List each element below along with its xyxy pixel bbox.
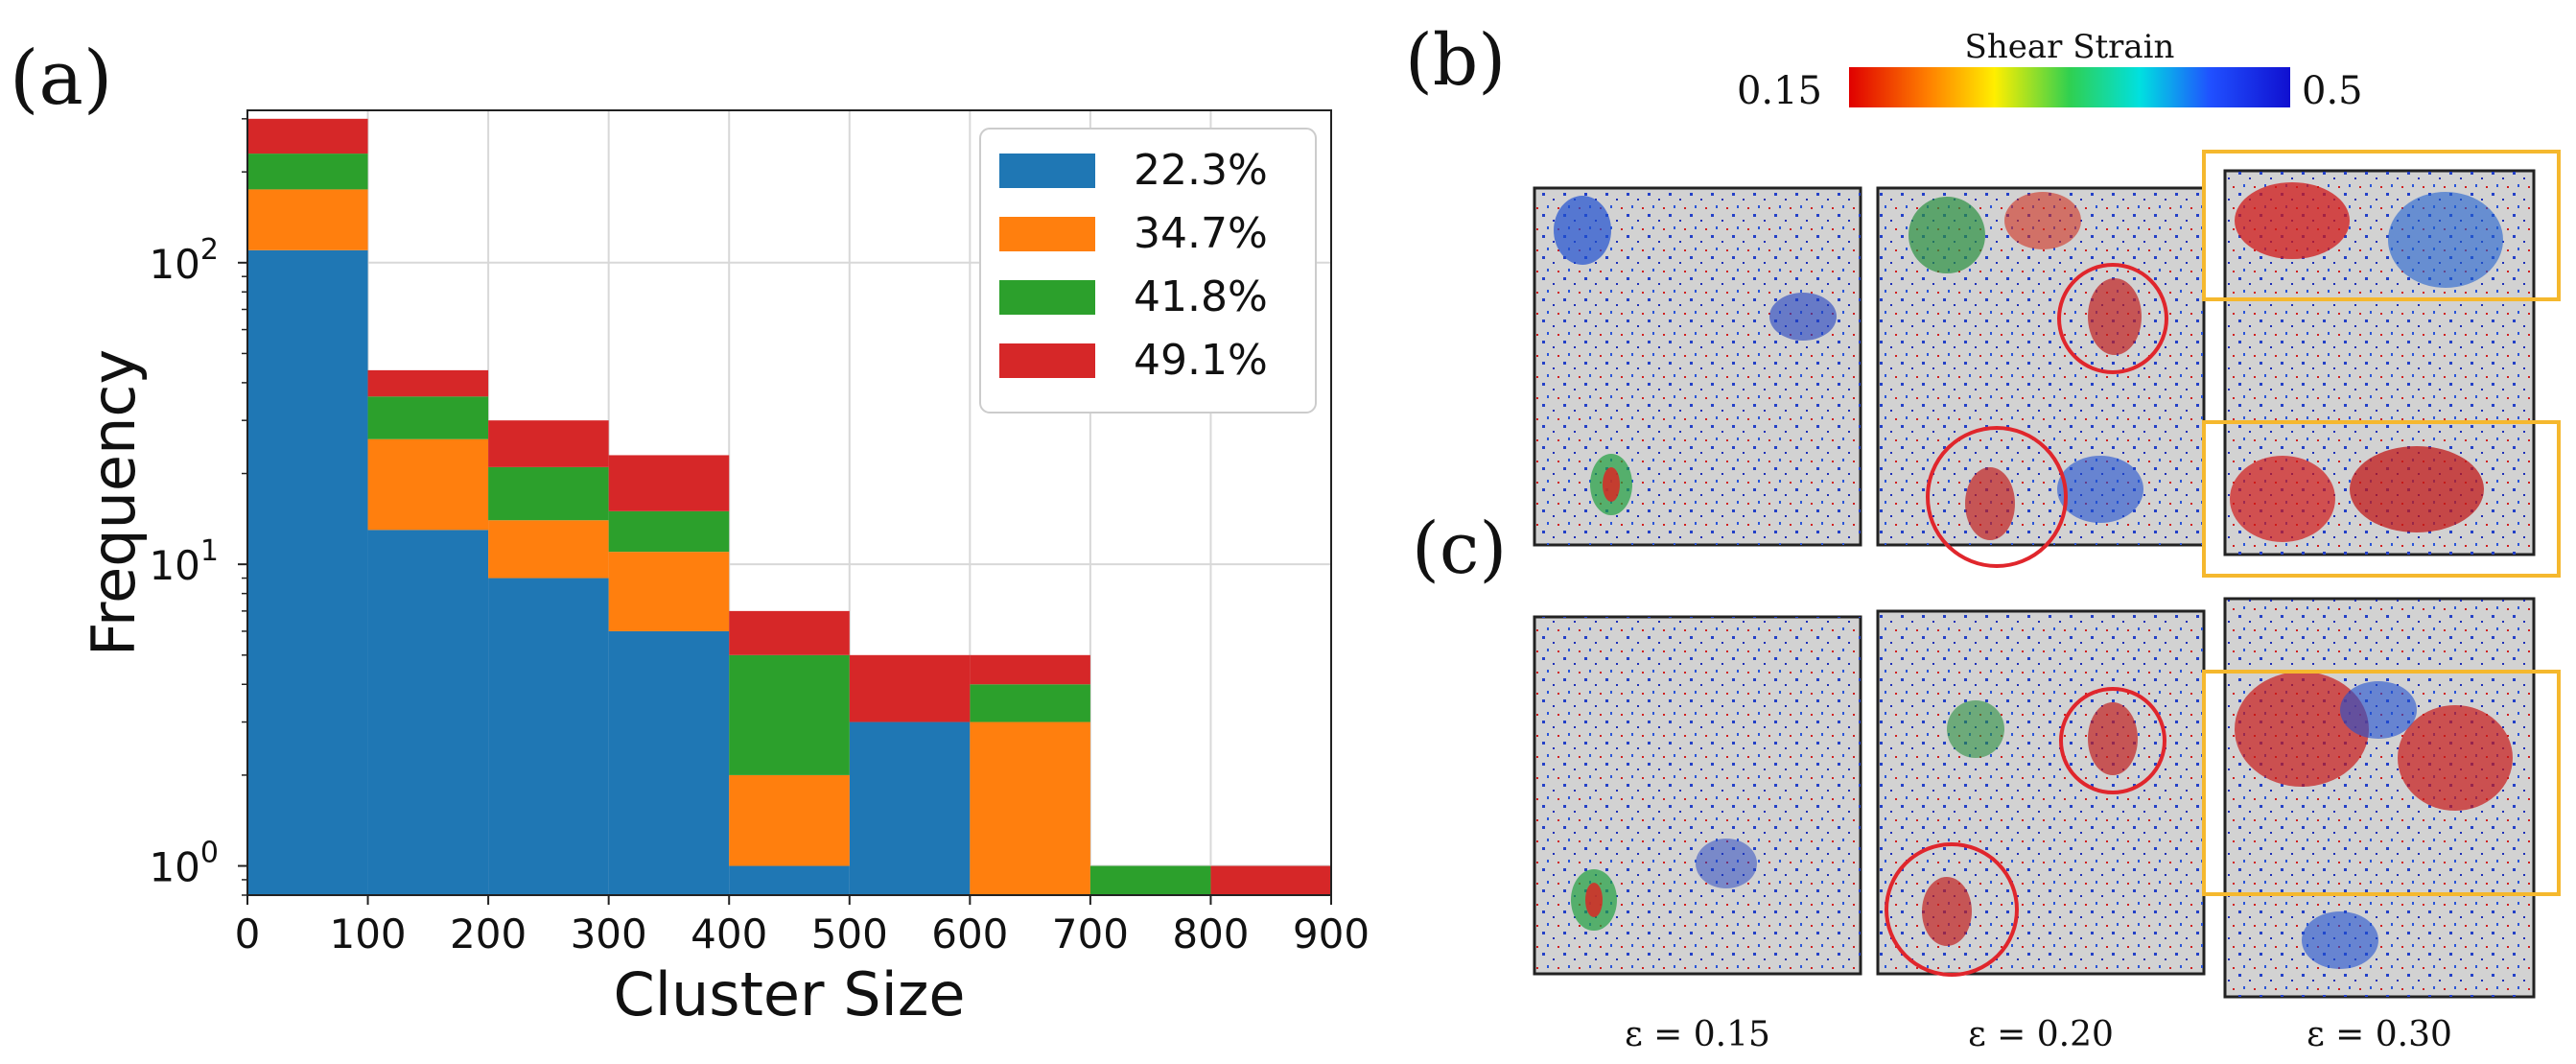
highlight-circle — [1926, 426, 2068, 568]
legend: 22.3% 34.7% 41.8% 49.1% — [979, 128, 1317, 414]
bar-34.7pct-bin-3 — [608, 552, 730, 631]
x-ticks: 0 100 200 300 400 500 600 700 800 900 — [235, 895, 1370, 958]
x-tick-label: 300 — [571, 910, 647, 958]
x-tick-label: 100 — [329, 910, 406, 958]
legend-label: 34.7% — [1134, 209, 1268, 258]
bar-41.8pct-bin-3 — [608, 510, 730, 553]
legend-label: 49.1% — [1134, 336, 1268, 385]
bar-22.3pct-bin-0 — [247, 249, 368, 895]
bar-41.8pct-bin-1 — [367, 396, 489, 439]
bar-34.7pct-bin-6 — [970, 721, 1090, 895]
colorbar-min-label: 0.15 — [1737, 69, 1822, 113]
x-tick-label: 500 — [811, 910, 888, 958]
legend-swatch — [999, 154, 1095, 188]
x-tick-label: 700 — [1052, 910, 1129, 958]
bar-34.7pct-bin-1 — [367, 438, 489, 531]
bar-41.8pct-bin-7 — [1089, 865, 1211, 895]
highlight-box — [2202, 420, 2561, 578]
bar-34.7pct-bin-2 — [488, 520, 609, 579]
bar-49.1pct-bin-5 — [849, 654, 971, 722]
y-tick-label: 102 — [149, 233, 219, 288]
plot-frame — [246, 109, 1332, 896]
snapshot-c-eps015 — [1533, 615, 1862, 976]
bar-49.1pct-bin-6 — [970, 654, 1090, 685]
bar-34.7pct-bin-0 — [247, 189, 368, 250]
snapshot-b-eps015 — [1533, 186, 1862, 547]
bars — [247, 118, 1331, 895]
legend-label: 41.8% — [1134, 272, 1268, 321]
panel-label-c: (c) — [1412, 508, 1507, 590]
bar-41.8pct-bin-2 — [488, 466, 609, 521]
column-label-eps030: ε = 0.30 — [2307, 1015, 2452, 1054]
bar-49.1pct-bin-3 — [608, 455, 730, 511]
legend-swatch — [999, 343, 1095, 378]
column-label-eps015: ε = 0.15 — [1625, 1015, 1770, 1054]
panel-label-a: (a) — [10, 35, 112, 122]
column-label-eps020: ε = 0.20 — [1968, 1015, 2114, 1054]
bar-49.1pct-bin-2 — [488, 420, 609, 467]
colorbar-gradient — [1849, 67, 2290, 107]
legend-swatch — [999, 280, 1095, 315]
bar-22.3pct-bin-4 — [729, 865, 850, 895]
colorbar: Shear Strain 0.15 0.5 — [1737, 28, 2363, 113]
bar-22.3pct-bin-5 — [849, 721, 971, 895]
legend-label: 22.3% — [1134, 146, 1268, 195]
legend-box — [979, 128, 1317, 414]
x-tick-label: 200 — [450, 910, 527, 958]
y-axis-label: Frequency — [79, 349, 149, 656]
highlight-box — [2202, 670, 2561, 896]
snapshot-c-eps030 — [2202, 597, 2561, 999]
snapshot-b-eps030 — [2202, 150, 2561, 578]
bar-34.7pct-bin-4 — [729, 774, 850, 866]
x-tick-label: 900 — [1293, 910, 1370, 958]
bar-49.1pct-bin-4 — [729, 610, 850, 655]
x-tick-label: 400 — [691, 910, 767, 958]
bar-49.1pct-bin-8 — [1210, 865, 1331, 895]
x-tick-label: 0 — [235, 910, 261, 958]
bar-49.1pct-bin-0 — [247, 118, 368, 154]
bar-41.8pct-bin-0 — [247, 154, 368, 190]
x-tick-label: 800 — [1172, 910, 1249, 958]
highlight-circle — [1885, 842, 2019, 977]
x-axis-label: Cluster Size — [613, 959, 965, 1029]
bar-41.8pct-bin-4 — [729, 654, 850, 775]
panel-label-b: (b) — [1405, 19, 1506, 102]
y-tick-label: 101 — [149, 534, 219, 589]
bar-49.1pct-bin-1 — [367, 369, 489, 397]
y-tick-label: 100 — [149, 837, 219, 891]
bar-22.3pct-bin-1 — [367, 530, 489, 895]
highlight-circle — [2057, 263, 2168, 374]
colorbar-max-label: 0.5 — [2302, 69, 2363, 113]
y-ticks: 100 101 102 — [149, 118, 247, 896]
colorbar-title: Shear Strain — [1965, 28, 2175, 66]
legend-swatch — [999, 217, 1095, 251]
bar-22.3pct-bin-3 — [608, 630, 730, 895]
bar-22.3pct-bin-2 — [488, 578, 609, 895]
snapshot-b-eps020 — [1876, 186, 2206, 568]
highlight-box — [2202, 150, 2561, 301]
bar-41.8pct-bin-6 — [970, 684, 1090, 722]
x-tick-label: 600 — [931, 910, 1008, 958]
snapshot-c-eps020 — [1876, 609, 2206, 977]
highlight-circle — [2059, 687, 2166, 794]
